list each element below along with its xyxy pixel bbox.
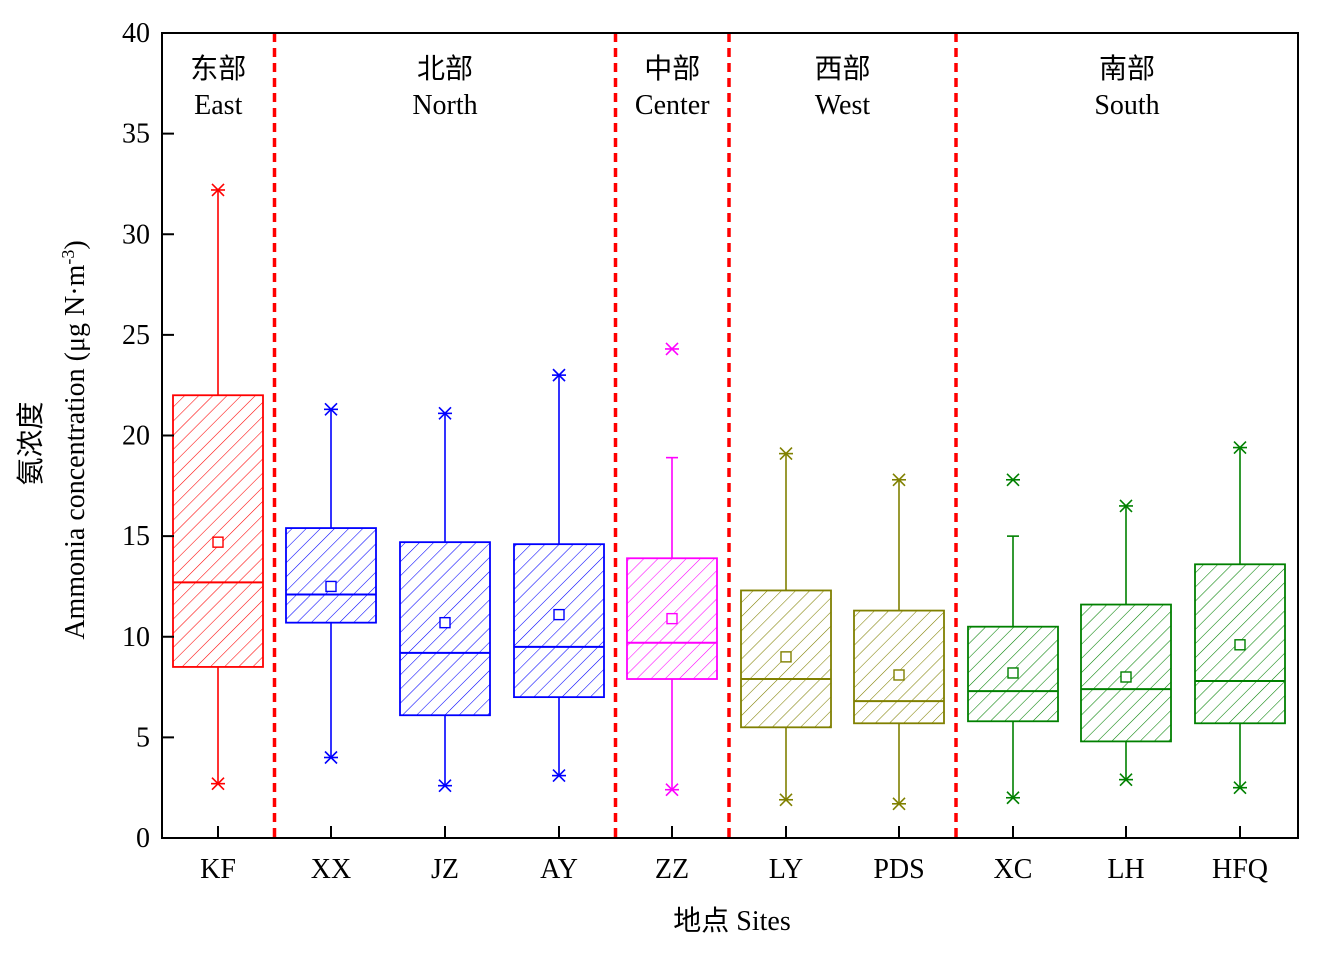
labels-layer: 地点 Sites 氨浓度 Ammonia concentration (μg N…	[15, 240, 791, 937]
min-marker	[1006, 791, 1020, 805]
mean-marker	[666, 612, 678, 625]
box-body	[285, 527, 377, 624]
x-tick-label: XX	[311, 854, 351, 885]
min-marker	[211, 777, 225, 791]
x-tick-label: ZZ	[655, 854, 689, 885]
box-body	[399, 541, 491, 717]
box-ay	[513, 368, 605, 783]
x-tick-label: PDS	[873, 854, 924, 885]
mean-marker	[439, 616, 451, 629]
mean-marker	[1007, 667, 1019, 679]
max-marker	[1119, 499, 1133, 513]
y-tick-label: 25	[122, 320, 150, 351]
y-axis-title: 氨浓度 Ammonia concentration (μg N·m-3)	[15, 240, 91, 639]
x-tick-label: LH	[1107, 854, 1144, 885]
box-pds	[853, 473, 945, 811]
region-label-en: North	[412, 90, 477, 121]
region-label-en: Center	[635, 90, 710, 121]
mean-marker	[325, 580, 337, 593]
min-marker	[552, 769, 566, 783]
box-jz	[399, 406, 491, 793]
mean-marker	[893, 669, 905, 681]
box-zz	[626, 342, 718, 797]
max-marker	[665, 342, 679, 356]
ticks-layer: 0 5 10 15 20 25 30 35 40 KF XX JZ AY ZZ LY PDS XC LH HFQ	[122, 18, 1268, 885]
y-tick-label: 20	[122, 421, 150, 452]
region-label-cn: 中部	[644, 53, 700, 85]
y-tick-label: 35	[122, 119, 150, 150]
x-tick-label: XC	[994, 854, 1033, 885]
box-body	[172, 394, 264, 668]
region-label-en: East	[194, 90, 242, 121]
max-marker	[438, 406, 452, 420]
max-marker	[211, 183, 225, 197]
y-axis-title-end: )	[60, 240, 91, 249]
min-marker	[892, 797, 906, 811]
max-marker	[779, 447, 793, 461]
mean-marker	[1120, 671, 1132, 683]
min-marker	[324, 750, 338, 765]
box-body	[513, 543, 605, 699]
y-axis-title-sup: -3	[58, 250, 78, 265]
region-label-en: West	[815, 90, 871, 121]
min-marker	[779, 793, 793, 807]
box-xc	[967, 473, 1059, 805]
region-label-cn: 南部	[1099, 53, 1155, 85]
region-label-cn: 西部	[814, 53, 870, 85]
max-marker	[1233, 441, 1247, 455]
box-kf	[172, 183, 264, 791]
min-marker	[1233, 781, 1247, 795]
y-tick-label: 10	[122, 622, 150, 653]
mean-marker	[553, 608, 565, 621]
max-marker	[1006, 473, 1020, 487]
region-label-cn: 北部	[417, 53, 473, 85]
region-layer: 东部 East 北部 North 中部 Center 西部 West 南部 South	[190, 33, 1160, 838]
y-tick-label: 5	[136, 722, 150, 753]
box-lh	[1080, 499, 1172, 787]
box-xx	[285, 402, 377, 765]
max-marker	[324, 402, 338, 416]
y-tick-label: 0	[136, 823, 150, 854]
min-marker	[1119, 773, 1133, 787]
mean-marker	[780, 651, 792, 663]
x-axis-title: 地点 Sites	[673, 905, 790, 937]
y-tick-label: 40	[122, 18, 150, 49]
x-tick-label: AY	[540, 854, 578, 885]
y-axis-title-en: Ammonia concentration (μg N·m	[60, 264, 91, 639]
box-ly	[740, 447, 832, 807]
box-body	[1080, 603, 1172, 743]
x-tick-label: JZ	[431, 854, 459, 885]
y-axis-title-cn: 氨浓度	[15, 401, 47, 485]
x-tick-label: HFQ	[1212, 854, 1268, 885]
min-marker	[438, 779, 452, 793]
max-marker	[552, 368, 566, 382]
x-tick-label: LY	[769, 854, 804, 885]
box-hfq	[1194, 441, 1286, 795]
min-marker	[665, 783, 679, 797]
max-marker	[892, 473, 906, 487]
mean-marker	[1234, 639, 1246, 651]
y-tick-label: 15	[122, 521, 150, 552]
boxes-layer	[172, 183, 1286, 811]
y-tick-label: 30	[122, 219, 150, 250]
region-label-cn: 东部	[190, 53, 246, 85]
mean-marker	[212, 536, 224, 548]
box-body	[853, 609, 945, 725]
x-tick-label: KF	[200, 854, 236, 885]
region-label-en: South	[1094, 90, 1159, 121]
